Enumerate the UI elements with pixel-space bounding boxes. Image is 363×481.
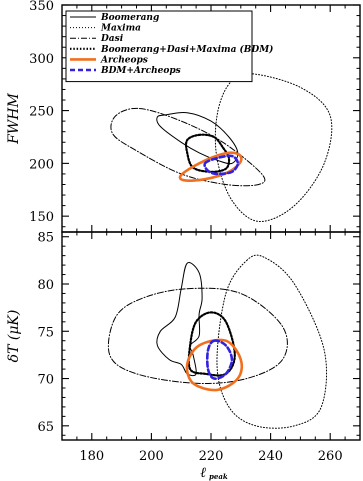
- legend-label: Boomerang+Dasi+Maxima (BDM): [100, 44, 273, 55]
- contour-boomerang: [156, 111, 239, 165]
- legend-label: Maxima: [100, 24, 141, 34]
- y-axis-title: δT (μK): [6, 310, 22, 363]
- plot-frame: [61, 231, 361, 441]
- y-tick-label: 85: [37, 231, 54, 246]
- legend-box: [65, 10, 253, 83]
- legend-label: Dasi: [100, 34, 124, 44]
- contour-boomerang-dasi-maxima-bdm: [184, 133, 231, 173]
- y-tick-label: 200: [29, 157, 54, 172]
- y-tick-label: 65: [37, 420, 54, 435]
- contour-archeops: [185, 338, 244, 392]
- contour-bdm-archeops: [203, 154, 240, 176]
- legend-label: BDM+Archeops: [100, 66, 181, 76]
- contour-maxima: [216, 254, 328, 429]
- x-tick-label: 220: [199, 449, 224, 464]
- x-tick-label: 260: [318, 449, 343, 464]
- x-axis-title: ℓ: [200, 465, 206, 481]
- legend-label: Archeops: [100, 55, 148, 65]
- x-tick-label: 240: [258, 449, 283, 464]
- contour-bdm-archeops: [205, 339, 234, 380]
- x-tick-label: 200: [139, 449, 164, 464]
- y-axis-title: FWHM: [6, 93, 22, 145]
- y-tick-label: 350: [29, 0, 54, 14]
- y-tick-label: 80: [37, 278, 54, 293]
- y-tick-label: 75: [37, 325, 54, 340]
- contour-maxima: [214, 73, 333, 222]
- legend-label: Boomerang: [100, 13, 159, 23]
- y-tick-label: 300: [29, 52, 54, 67]
- contour-dasi: [107, 287, 288, 384]
- x-tick-label: 180: [79, 449, 104, 464]
- contour-boomerang-dasi-maxima-bdm: [187, 311, 236, 377]
- y-tick-label: 70: [37, 373, 54, 388]
- y-tick-label: 250: [29, 105, 54, 120]
- panel-top: 150 200 250 300 350 FWHM BoomerangMaximaDasiBo…: [6, 0, 361, 233]
- y-tick-label: 150: [29, 210, 54, 225]
- contour-boomerang: [156, 262, 203, 377]
- panel-bottom: 180 200 220 240 260 65 70 75 80 85 δT (μK) ℓ peak: [6, 231, 361, 481]
- x-axis-title-subscript: peak: [209, 472, 228, 481]
- contour-archeops: [178, 151, 243, 182]
